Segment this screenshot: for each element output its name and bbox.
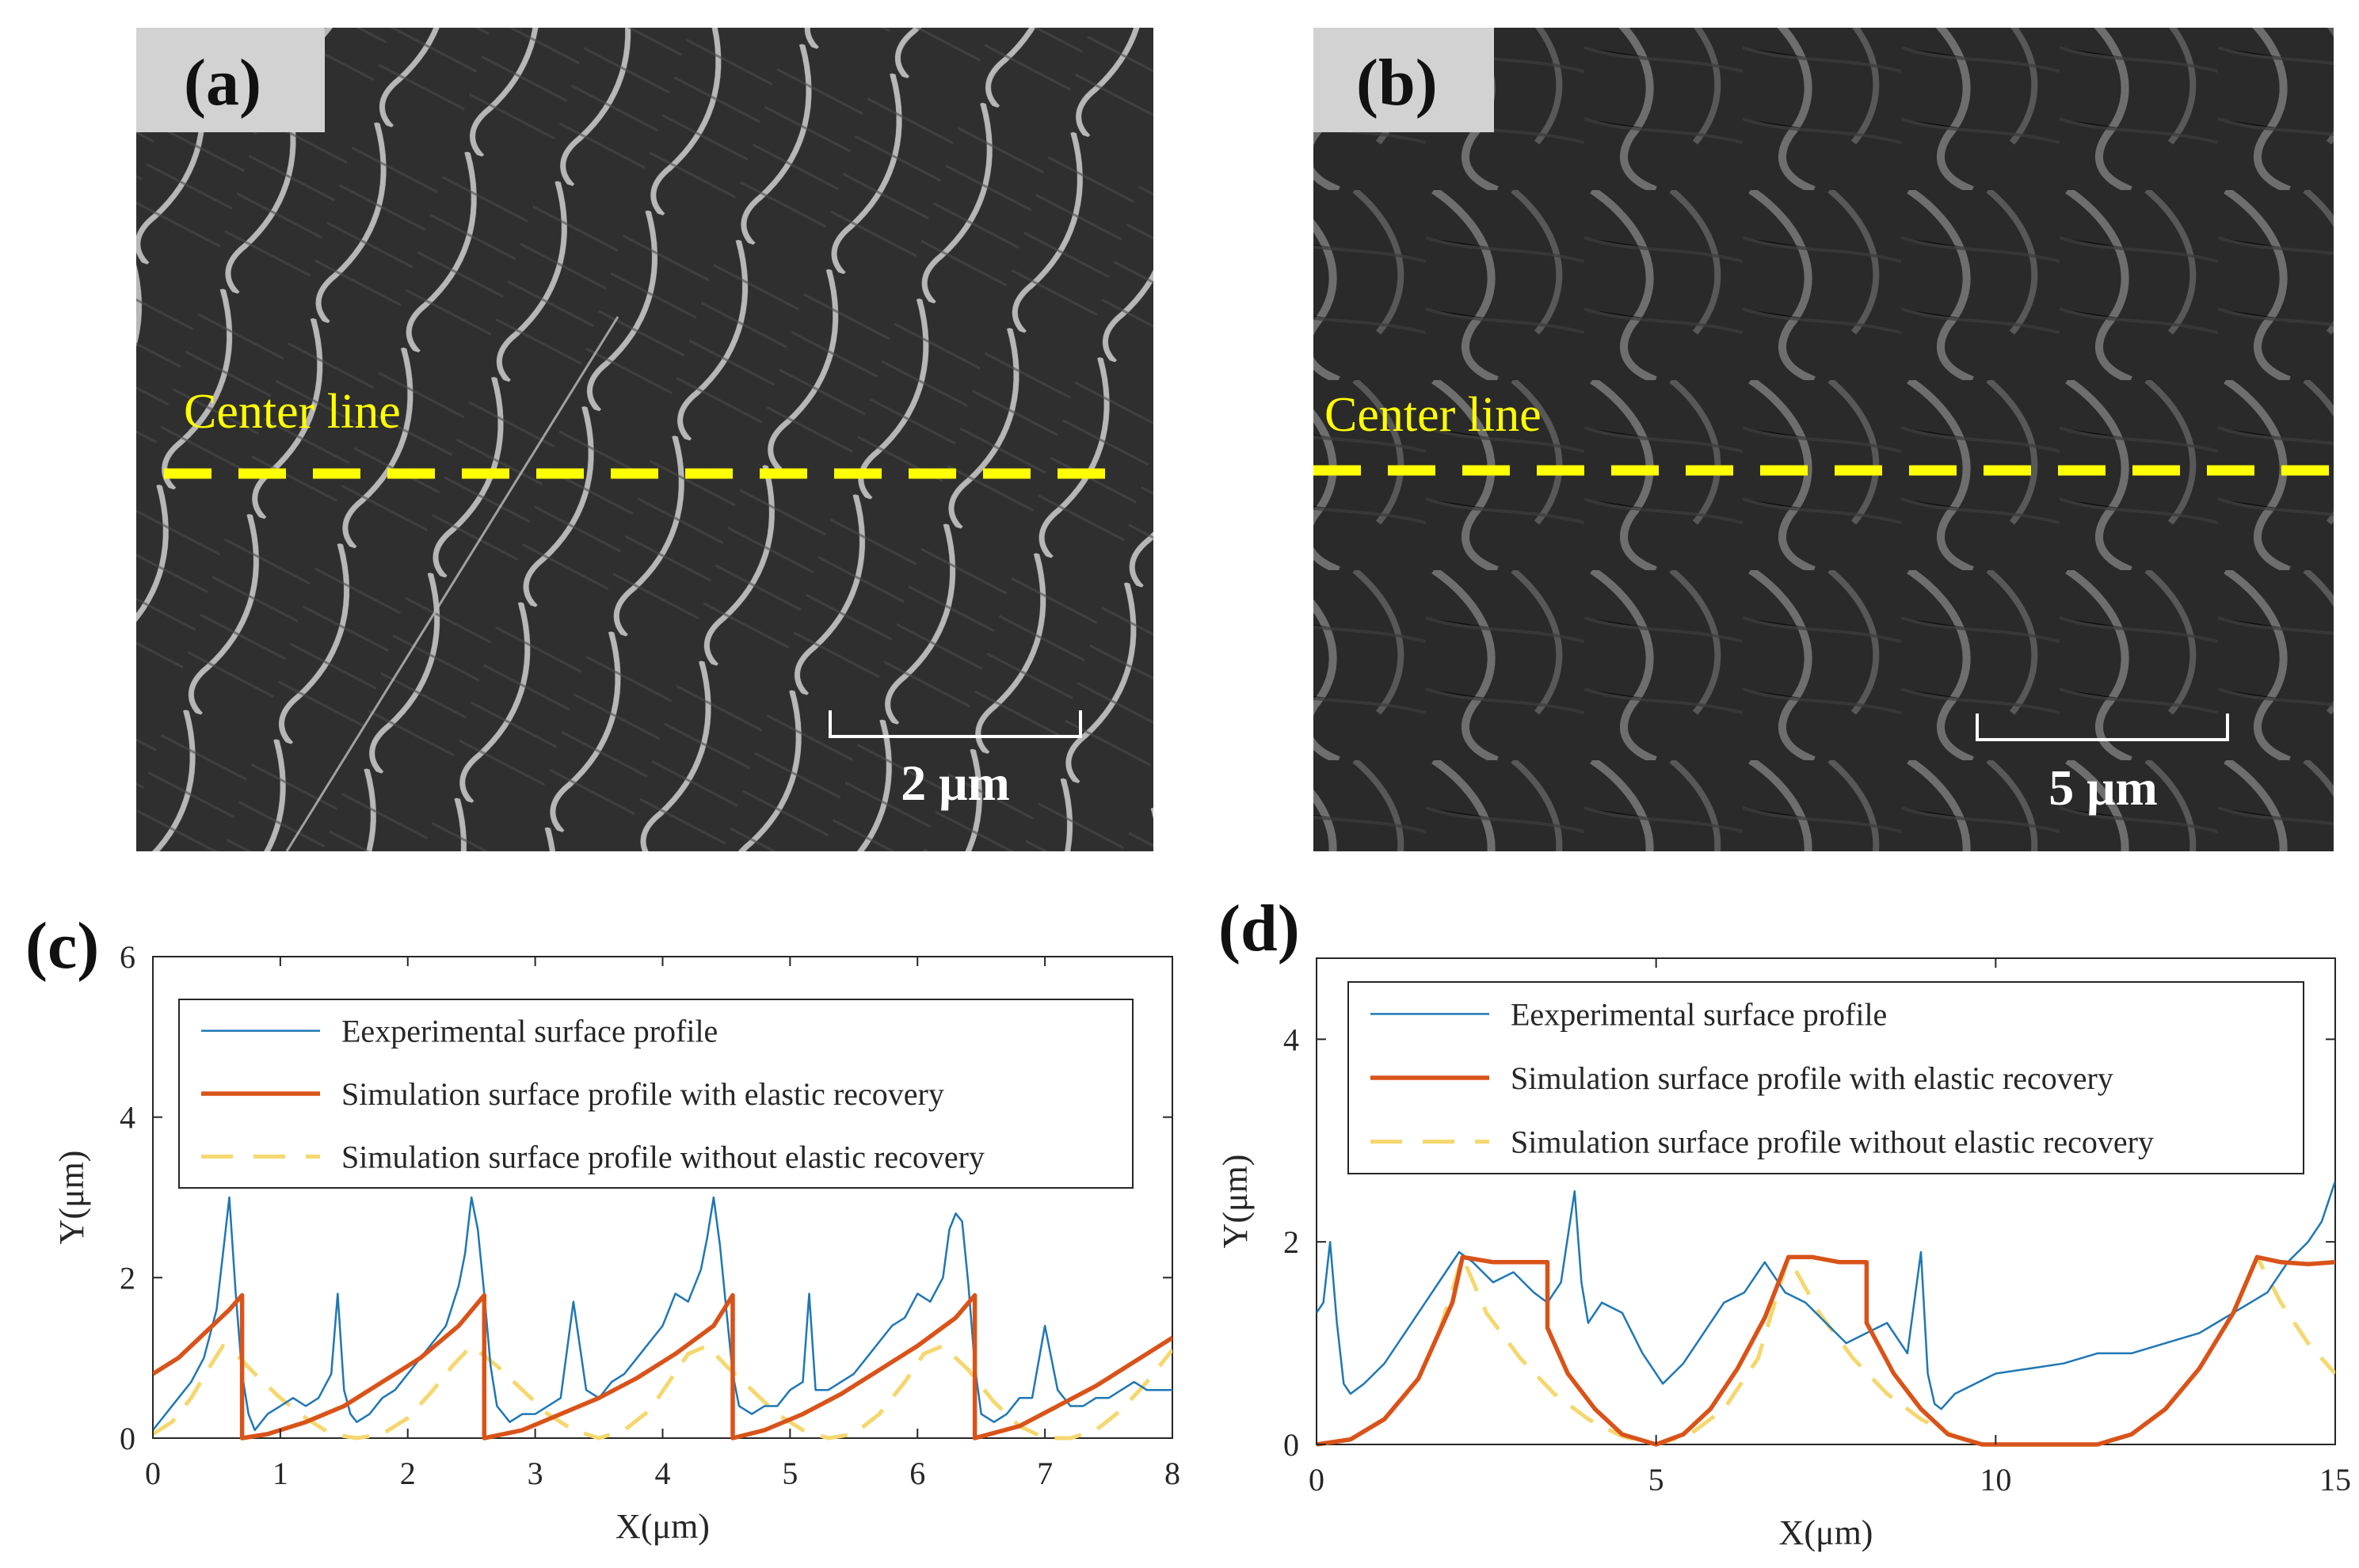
panel-a: (a) Center line 2 μm [136,28,1153,852]
fiber-streak-a [285,316,619,852]
legend-label-d: Simulation surface profile with elastic … [1511,1060,2113,1096]
panel-label-box-b [1313,28,1494,132]
series-line-solid-thin-d [1317,1181,2335,1410]
y-axis-label-d: Y(μm) [1216,1155,1255,1249]
y-axis-label-c: Y(μm) [52,1151,91,1245]
x-tick-label-c: 0 [145,1456,161,1491]
center-line-label-a: Center line [184,385,401,439]
x-tick-label-d: 15 [2319,1462,2351,1498]
x-tick-label-c: 1 [272,1456,288,1491]
x-tick-label-c: 5 [782,1456,798,1491]
y-tick-label-d: 0 [1283,1427,1299,1463]
legend-d [1347,981,2304,1174]
series-line-dashed-c [153,1344,1172,1441]
x-tick-label-c: 3 [528,1456,543,1491]
sem-image-a [136,28,1153,851]
x-tick-label-c: 2 [400,1456,416,1491]
x-tick-label-d: 0 [1309,1462,1324,1498]
panel-label-a: (a) [184,46,261,120]
x-tick-label-c: 4 [655,1456,671,1491]
legend-label-c: Simulation surface profile with elastic … [341,1076,944,1112]
scale-bar-b [1976,714,2229,741]
scale-bar-a [829,710,1082,738]
x-axis-label-c: X(μm) [615,1507,710,1546]
y-tick-label-d: 2 [1283,1224,1299,1260]
chart-c: 0 1 2 3 4 5 6 7 8 0 2 4 6 X(μm) Y(μm) Eexperimental sur… [52,939,1180,1546]
y-tick-label-d: 4 [1283,1022,1299,1057]
panel-label-box-a [136,28,325,132]
y-tick-label-c: 4 [120,1100,135,1136]
x-tick-label-c: 8 [1164,1456,1180,1491]
chart-d: 0 5 10 15 0 2 4 X(μm) Y(μm) Eexperimental surface… [1216,957,2351,1552]
y-tick-label-c: 6 [120,939,135,975]
series-line-solid-thick-c [153,1292,1172,1441]
panel-b: (b) Center line 5 μm [1313,28,2334,851]
x-tick-label-c: 7 [1037,1456,1053,1491]
legend-label-c: Simulation surface profile without elast… [341,1139,985,1174]
x-tick-label-d: 10 [1980,1462,2011,1498]
x-tick-label-c: 6 [909,1456,925,1491]
panel-label-c: (c) [25,909,99,983]
panel-label-b: (b) [1356,46,1438,120]
x-tick-label-d: 5 [1648,1462,1664,1498]
legend-c [178,999,1134,1189]
center-line-label-b: Center line [1324,388,1542,442]
legend-label-d: Simulation surface profile without elast… [1511,1125,2154,1160]
series-line-solid-thick-d [1317,1254,2335,1447]
panel-label-d: (d) [1218,892,1300,965]
y-tick-label-c: 2 [120,1260,135,1296]
legend-label-c: Eexperimental surface profile [341,1014,718,1049]
sem-image-b [1313,28,2334,851]
x-axis-label-d: X(μm) [1779,1513,1873,1552]
scale-bar-label-a: 2 μm [901,755,1010,811]
y-tick-label-c: 0 [120,1421,135,1456]
legend-label-d: Eexperimental surface profile [1511,996,1887,1032]
scale-bar-label-b: 5 μm [2048,759,2158,816]
